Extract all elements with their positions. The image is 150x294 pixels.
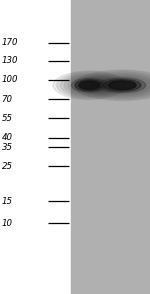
Text: 15: 15: [2, 197, 12, 206]
Ellipse shape: [108, 81, 136, 90]
Bar: [0, 0, 70, 294]
Text: 70: 70: [2, 95, 12, 103]
Ellipse shape: [94, 76, 150, 94]
Ellipse shape: [84, 73, 150, 97]
Text: 25: 25: [2, 162, 12, 171]
Text: 40: 40: [2, 133, 12, 142]
Ellipse shape: [89, 75, 150, 96]
Text: 35: 35: [2, 143, 12, 152]
Ellipse shape: [79, 81, 100, 89]
Ellipse shape: [53, 71, 126, 99]
Ellipse shape: [68, 77, 111, 94]
Text: 100: 100: [2, 76, 18, 84]
Ellipse shape: [75, 80, 104, 91]
Ellipse shape: [103, 79, 141, 91]
Ellipse shape: [60, 74, 118, 96]
Ellipse shape: [71, 78, 107, 92]
Text: 10: 10: [2, 219, 12, 228]
Ellipse shape: [64, 75, 114, 95]
Ellipse shape: [79, 72, 150, 99]
Bar: [70, 0, 150, 294]
Text: 170: 170: [2, 38, 18, 47]
Text: 130: 130: [2, 56, 18, 65]
Ellipse shape: [99, 78, 146, 93]
Ellipse shape: [57, 73, 122, 98]
Text: 55: 55: [2, 114, 12, 123]
Ellipse shape: [74, 70, 150, 101]
